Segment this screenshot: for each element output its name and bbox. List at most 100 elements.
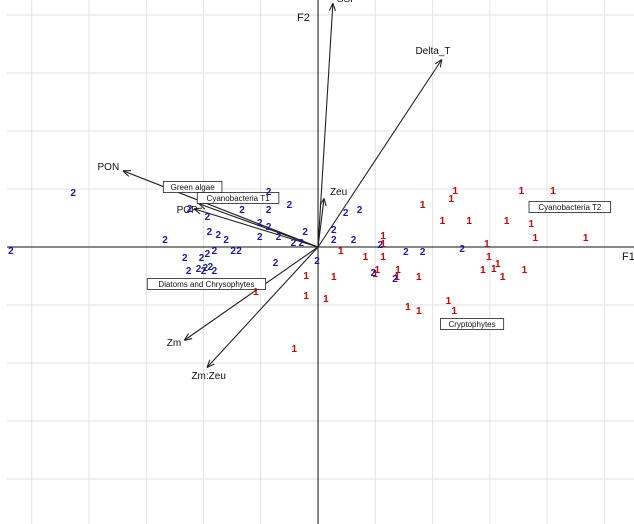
- point-marker-group-2: 2: [205, 249, 211, 260]
- vector-label: Zeu: [330, 187, 347, 198]
- point-marker-group-1: 1: [416, 272, 422, 283]
- point-marker-group-2: 2: [203, 263, 209, 274]
- point-marker-group-2: 2: [276, 232, 282, 243]
- vector-arrow: [200, 204, 319, 248]
- point-marker-group-1: 1: [495, 259, 501, 270]
- point-marker-group-2: 2: [162, 235, 168, 246]
- y-axis-label: F2: [297, 12, 310, 24]
- point-marker-group-2: 2: [377, 240, 383, 251]
- point-marker-group-1: 1: [452, 186, 458, 197]
- point-marker-group-1: 1: [292, 344, 298, 355]
- point-marker-group-2: 2: [257, 218, 263, 229]
- point-marker-group-2: 2: [199, 253, 205, 264]
- group-label: Cyanobacteria T1: [207, 194, 271, 203]
- point-marker-group-2: 2: [273, 258, 279, 269]
- vector-arrow: [185, 246, 319, 340]
- point-marker-group-1: 1: [420, 200, 426, 211]
- point-marker-group-2: 2: [343, 208, 349, 219]
- point-marker-group-2: 2: [392, 274, 398, 285]
- point-marker-group-1: 1: [380, 239, 386, 250]
- x-axis-label: F1: [622, 251, 634, 263]
- group-label-box: [162, 181, 223, 193]
- point-marker-group-2: 2: [459, 244, 465, 255]
- point-marker-group-2: 2: [8, 246, 14, 257]
- point-marker-group-2: 2: [291, 238, 297, 249]
- point-marker-group-2: 2: [287, 200, 293, 211]
- vector-arrow: [195, 209, 319, 248]
- point-marker-group-1: 1: [484, 239, 490, 250]
- vector-label: SSI: [337, 0, 353, 5]
- point-marker-group-2: 2: [351, 235, 357, 246]
- point-marker-group-2: 2: [182, 253, 188, 264]
- point-marker-group-1: 1: [480, 265, 486, 276]
- point-marker-group-2: 2: [70, 188, 76, 199]
- point-marker-group-2: 2: [212, 266, 218, 277]
- group-label: Cryptophytes: [448, 320, 495, 329]
- point-marker-group-2: 2: [302, 227, 308, 238]
- vector-label: PON: [98, 162, 120, 173]
- point-marker-group-1: 1: [500, 272, 506, 283]
- group-label: Green algae: [171, 183, 216, 192]
- point-marker-group-1: 1: [504, 216, 510, 227]
- point-marker-group-2: 2: [212, 246, 218, 257]
- point-marker-group-1: 1: [323, 294, 329, 305]
- vector-label: Zm: [167, 338, 181, 349]
- point-marker-group-1: 1: [550, 186, 556, 197]
- point-marker-group-2: 2: [420, 247, 426, 258]
- point-marker-group-2: 2: [266, 187, 272, 198]
- grid-lines: [7, 0, 634, 524]
- point-marker-group-1: 1: [583, 233, 589, 244]
- point-marker-group-2: 2: [403, 247, 409, 258]
- point-marker-group-2: 2: [216, 230, 222, 241]
- point-marker-group-1: 1: [253, 287, 259, 298]
- vector-label: Delta_T: [415, 46, 450, 57]
- point-marker-group-2: 2: [266, 205, 272, 216]
- group-label-box: [146, 278, 267, 290]
- point-marker-group-1: 1: [405, 302, 411, 313]
- point-marker-group-2: 2: [187, 204, 193, 215]
- point-marker-group-2: 2: [230, 246, 236, 257]
- vector-label: Zm:Zeu: [191, 371, 225, 382]
- point-marker-group-2: 2: [205, 212, 211, 223]
- point-marker-group-1: 1: [380, 252, 386, 263]
- point-marker-group-2: 2: [239, 205, 245, 216]
- point-marker-group-1: 1: [331, 272, 337, 283]
- point-marker-group-2: 2: [314, 256, 320, 267]
- point-marker-group-2: 2: [236, 246, 242, 257]
- point-marker-group-1: 1: [491, 264, 497, 275]
- group-label: Diatoms and Chrysophytes: [158, 280, 254, 289]
- point-marker-group-1: 1: [529, 219, 535, 230]
- point-marker-group-1: 1: [373, 269, 379, 280]
- point-marker-group-1: 1: [374, 265, 380, 276]
- point-marker-group-2: 2: [208, 262, 214, 273]
- group-label-box: [528, 201, 612, 213]
- vector-arrow: [207, 246, 319, 367]
- point-marker-group-2: 2: [357, 205, 363, 216]
- vector-label: POP: [177, 205, 198, 216]
- point-marker-group-1: 1: [449, 194, 455, 205]
- point-marker-group-2: 2: [186, 266, 192, 277]
- axes: F1 F2: [7, 0, 634, 524]
- point-marker-group-2: 2: [371, 268, 377, 279]
- point-marker-group-1: 1: [395, 265, 401, 276]
- point-marker-group-2: 2: [207, 227, 213, 238]
- point-marker-group-1: 1: [303, 271, 309, 282]
- group-labels: Green algae Cyanobacteria T1 Cyanobacteria…: [146, 181, 612, 330]
- point-marker-group-2: 2: [266, 222, 272, 233]
- point-marker-group-1: 1: [394, 272, 400, 283]
- point-marker-group-1: 1: [486, 252, 492, 263]
- point-marker-group-1: 1: [416, 306, 422, 317]
- point-marker-group-1: 1: [446, 296, 452, 307]
- point-marker-group-1: 1: [303, 291, 309, 302]
- group-label: Cyanobacteria T2: [538, 203, 602, 212]
- vector-arrow: [124, 171, 319, 248]
- point-marker-group-1: 1: [519, 186, 525, 197]
- vector-arrow: [317, 199, 324, 248]
- group-label-box: [196, 192, 280, 204]
- point-marker-group-1: 1: [522, 265, 528, 276]
- vector-arrow: [317, 4, 333, 248]
- point-marker-group-1: 1: [532, 233, 538, 244]
- point-marker-group-1: 1: [452, 306, 458, 317]
- point-marker-group-1: 1: [338, 246, 344, 257]
